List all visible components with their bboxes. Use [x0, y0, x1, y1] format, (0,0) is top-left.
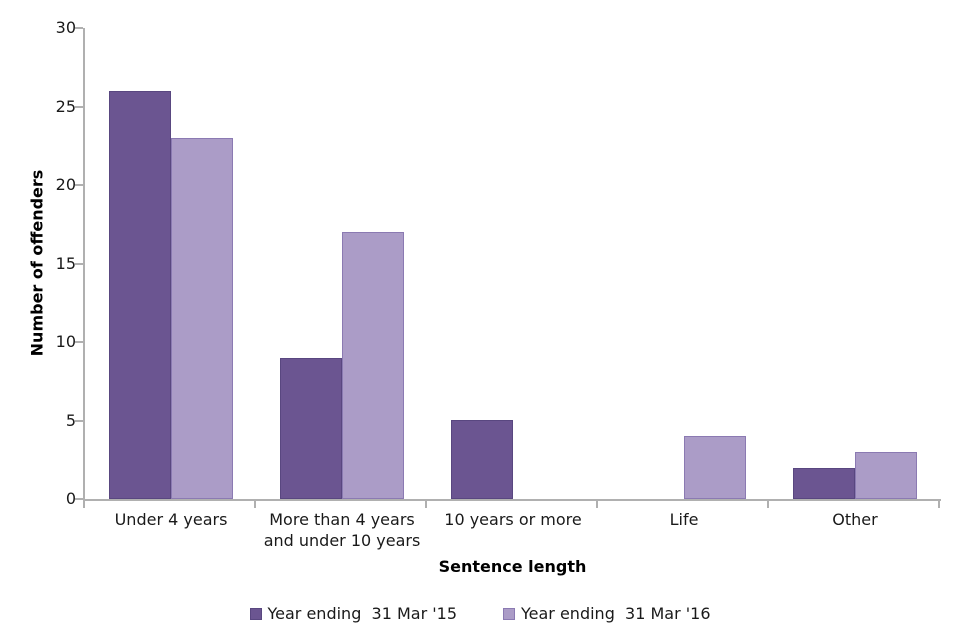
y-tick-label: 10 [55, 332, 76, 351]
bar-series-2 [855, 452, 917, 499]
bar-series-1 [109, 91, 171, 499]
bar-series-2 [171, 138, 233, 499]
y-tick-label: 15 [55, 253, 76, 273]
y-tick-label: 5 [65, 410, 76, 430]
x-category-label: Other [832, 510, 878, 529]
y-axis-line [83, 28, 85, 501]
y-tick-label: 20 [55, 175, 76, 194]
y-tick-label: 30 [55, 18, 76, 37]
bar-series-2 [684, 436, 746, 499]
legend-item: Year ending 31 Mar '15 [249, 604, 458, 623]
y-tick-label: 25 [55, 96, 76, 116]
x-category-label: More than 4 years and under 10 years [263, 510, 421, 550]
x-tick-mark [425, 501, 427, 508]
y-tick-mark [75, 419, 83, 422]
x-axis-line [83, 499, 941, 501]
legend-label: Year ending 31 Mar '16 [521, 604, 711, 623]
x-tick-mark [83, 501, 85, 508]
legend-swatch-series-1 [249, 607, 262, 620]
y-tick-mark [75, 105, 83, 108]
x-tick-mark [938, 501, 940, 508]
bar-series-1 [451, 420, 513, 499]
y-tick-label: 0 [65, 489, 76, 508]
x-category-label: Under 4 years [114, 510, 228, 529]
y-tick-mark [75, 27, 83, 29]
y-tick-mark [75, 262, 83, 265]
bar-series-2 [342, 232, 404, 499]
y-tick-mark [75, 184, 83, 186]
legend-label: Year ending 31 Mar '15 [267, 604, 458, 623]
legend-item: Year ending 31 Mar '16 [503, 604, 711, 623]
x-tick-mark [596, 501, 598, 508]
x-tick-mark [254, 501, 256, 508]
x-category-label: Life [669, 510, 699, 529]
bar-series-1 [793, 468, 855, 499]
x-category-label: 10 years or more [444, 510, 582, 529]
x-axis-title: Sentence length [438, 557, 587, 576]
legend-swatch-series-2 [503, 607, 515, 620]
y-tick-mark [75, 498, 83, 500]
x-tick-mark [767, 501, 769, 508]
legend: Year ending 31 Mar '15 Year ending 31 Ma… [0, 604, 960, 623]
y-tick-mark [75, 341, 83, 343]
bar-series-1 [280, 358, 342, 499]
